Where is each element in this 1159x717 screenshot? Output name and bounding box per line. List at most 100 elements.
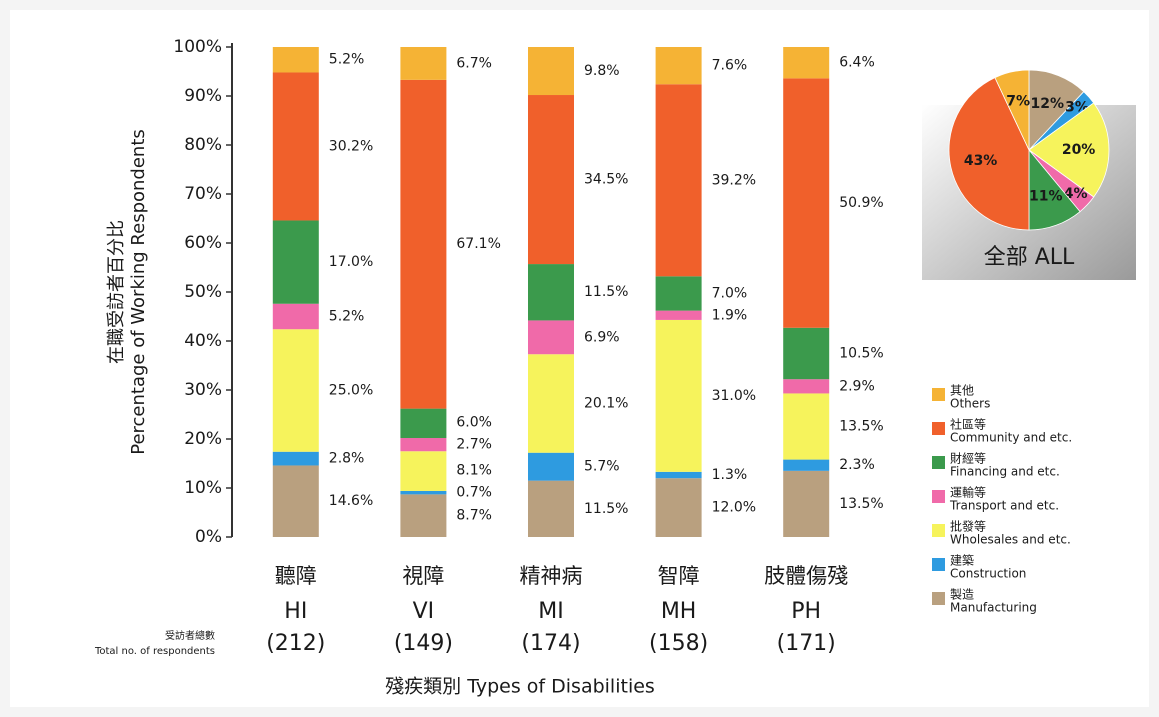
bar-segment (272, 329, 319, 452)
bar-segment (400, 494, 447, 537)
value-label: 5.2% (329, 309, 365, 325)
value-label: 39.2% (712, 172, 756, 188)
respondents-label-en: Total no. of respondents (94, 646, 215, 657)
x-tick-label-zh: 肢體傷殘 (764, 564, 848, 588)
y-tick-label: 0% (195, 527, 222, 547)
bar-segment (783, 379, 830, 394)
value-label: 30.2% (329, 138, 373, 154)
value-label: 13.5% (839, 496, 883, 512)
bar-segment (655, 84, 702, 277)
bar-segment (528, 354, 574, 453)
pie-slice (948, 77, 1030, 231)
value-label: 14.6% (329, 493, 373, 509)
pie-slice (994, 69, 1030, 151)
value-label: 6.7% (456, 55, 492, 71)
legend-swatch (932, 558, 945, 571)
legend-label-zh: 建築 (950, 553, 974, 568)
y-tick-label: 40% (184, 331, 222, 351)
bar-segment (272, 72, 319, 221)
bar-segment (655, 319, 702, 472)
x-tick-label: MI (538, 599, 563, 624)
bar-segment (655, 47, 702, 85)
legend-label-zh: 運輸等 (950, 485, 986, 500)
legend-swatch (932, 456, 945, 469)
bar-segment (783, 470, 830, 537)
bar-segment (528, 480, 574, 537)
legend-label: Manufacturing (950, 601, 1037, 615)
bar-segment (783, 459, 830, 471)
x-tick-label: HI (284, 599, 307, 624)
bar-segment (400, 490, 447, 495)
pie-label: 12% (1031, 96, 1065, 112)
bar-segment (655, 471, 702, 479)
value-label: 20.1% (584, 395, 628, 411)
respondents-label-zh: 受訪者總數 (165, 629, 215, 642)
bar-segment (272, 220, 319, 304)
value-label: 2.9% (839, 378, 875, 394)
pie-label: 11% (1029, 189, 1063, 205)
legend-label-zh: 批發等 (950, 519, 986, 534)
x-tick-label-zh: 精神病 (520, 564, 583, 588)
bar-segment (528, 47, 574, 96)
bar-segment (783, 393, 830, 460)
bar-segment (655, 478, 702, 537)
legend-label: Others (950, 397, 990, 411)
value-label: 7.6% (712, 58, 748, 74)
value-label: 8.7% (456, 508, 492, 524)
value-label: 1.9% (712, 307, 748, 323)
pie-label: 43% (964, 153, 998, 169)
y-tick-label: 100% (173, 37, 222, 57)
bar-segment (400, 451, 447, 491)
bar-segment (528, 264, 574, 321)
value-label: 8.1% (456, 463, 492, 479)
pie-title: 全部 ALL (984, 245, 1075, 270)
x-tick-label-zh: 聽障 (275, 564, 317, 588)
x-tick-label: MH (661, 599, 697, 624)
legend-label-zh: 製造 (950, 588, 974, 602)
x-axis-title: 殘疾類別 Types of Disabilities (385, 676, 655, 698)
legend-label: Wholesales and etc. (950, 533, 1071, 547)
bar-segment (655, 310, 702, 320)
value-label: 10.5% (839, 345, 883, 361)
y-tick-label: 90% (184, 86, 222, 106)
value-label: 2.8% (329, 451, 365, 467)
respondent-count: (212) (266, 631, 325, 656)
bar-segment (528, 320, 574, 355)
bar-segment (272, 303, 319, 330)
bar-segment (783, 327, 830, 380)
respondent-count: (174) (521, 631, 580, 656)
pie-slice (1028, 69, 1085, 152)
value-label: 7.0% (712, 285, 748, 301)
y-tick-label: 10% (184, 478, 222, 498)
legend-label: Community and etc. (950, 431, 1072, 445)
bar-segment (400, 438, 447, 452)
x-tick-label: VI (413, 599, 435, 624)
bar-segment (528, 95, 574, 265)
y-tick-label: 30% (184, 380, 222, 400)
y-axis-title: 在職受訪者百分比 Percentage of Working Responden… (106, 129, 149, 455)
respondent-count: (149) (394, 631, 453, 656)
bar-segment (655, 276, 702, 311)
respondent-count: (171) (777, 631, 836, 656)
bar-segment (783, 47, 830, 79)
legend-label: Financing and etc. (950, 465, 1060, 479)
bar-segment (400, 79, 447, 409)
y-tick-label: 80% (184, 135, 222, 155)
value-label: 6.4% (839, 55, 875, 71)
y-tick-label: 50% (184, 282, 222, 302)
value-label: 17.0% (329, 254, 373, 270)
x-tick-label-zh: 視障 (402, 564, 444, 588)
value-label: 6.9% (584, 329, 620, 345)
bar-segment (400, 47, 447, 80)
legend-label: Construction (950, 567, 1026, 581)
legend-swatch (932, 388, 945, 401)
value-label: 1.3% (712, 467, 748, 483)
value-label: 11.5% (584, 501, 628, 517)
value-label: 2.7% (456, 437, 492, 453)
pie-label: 7% (1006, 94, 1030, 110)
value-label: 50.9% (839, 195, 883, 211)
value-label: 31.0% (712, 388, 756, 404)
legend-label-zh: 其他 (950, 384, 974, 398)
legend-swatch (932, 422, 945, 435)
value-label: 0.7% (456, 485, 492, 501)
